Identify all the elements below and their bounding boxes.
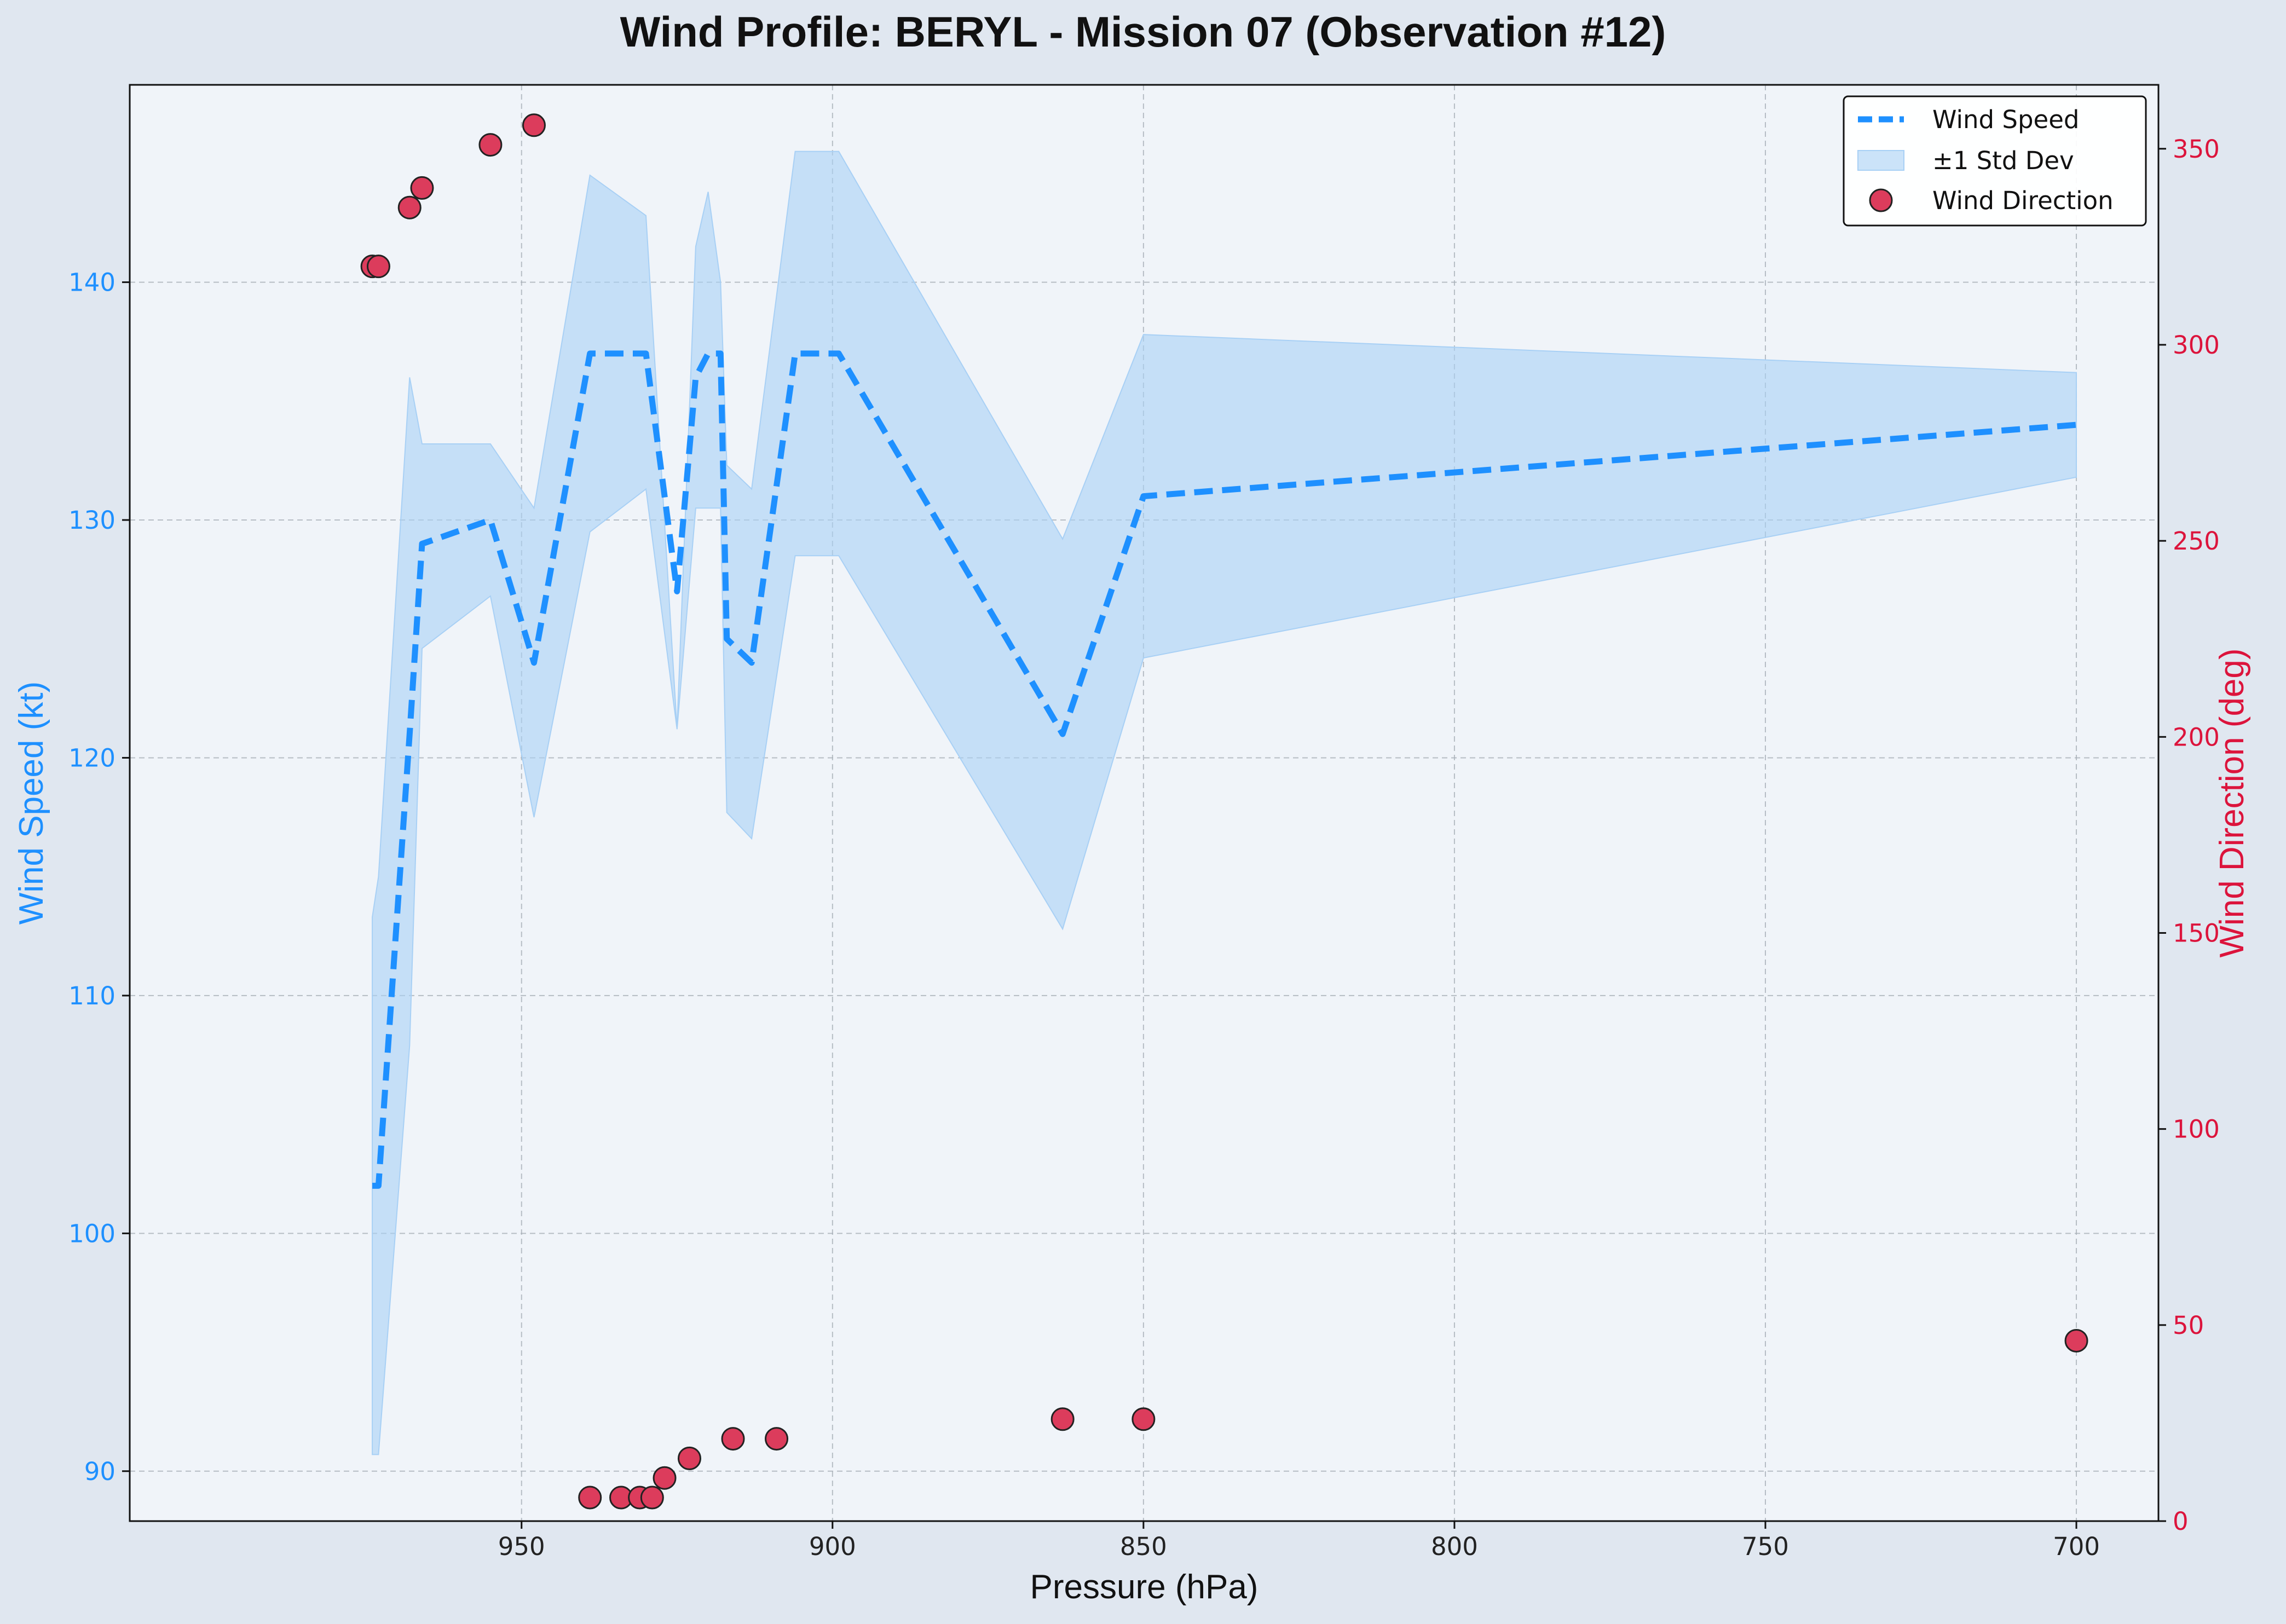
legend-label-wind-direction: Wind Direction [1932, 186, 2114, 215]
x-tick-label-4: 750 [1742, 1532, 1789, 1561]
wind-direction-point-15 [1132, 1407, 1156, 1431]
left-tick-label-0: 90 [84, 1457, 116, 1486]
wind-direction-point-4 [478, 133, 503, 157]
wind-direction-point-11 [678, 1446, 702, 1470]
legend-label-std-dev: ±1 Std Dev [1932, 146, 2074, 175]
right-tick-label-3: 150 [2173, 918, 2220, 947]
legend-box [1843, 95, 2147, 227]
left-tick-label-4: 130 [68, 506, 116, 535]
x-axis-ticks: 950 900 850 800 750 700 [498, 1521, 2100, 1561]
legend-swatch-wind-direction [1869, 188, 1893, 212]
right-tick-label-7: 350 [2173, 135, 2220, 164]
right-tick-label-0: 0 [2173, 1507, 2189, 1536]
left-tick-label-2: 110 [68, 981, 116, 1010]
wind-direction-point-1 [366, 255, 390, 279]
x-tick-label-1: 900 [809, 1532, 856, 1561]
right-tick-label-5: 250 [2173, 527, 2220, 556]
wind-direction-point-10 [653, 1466, 677, 1490]
right-axis-title: Wind Direction (deg) [2213, 648, 2251, 957]
wind-direction-point-9 [640, 1486, 664, 1510]
wind-direction-point-16 [2064, 1328, 2088, 1353]
x-tick-label-0: 950 [498, 1532, 545, 1561]
wind-direction-point-2 [397, 195, 422, 219]
right-axis-ticks: 0 50 100 150 200 250 300 350 [2158, 135, 2220, 1536]
left-tick-label-1: 100 [68, 1219, 116, 1248]
left-tick-label-3: 120 [68, 743, 116, 772]
chart-title: Wind Profile: BERYL - Mission 07 (Observ… [620, 8, 1666, 56]
x-tick-label-5: 700 [2053, 1532, 2100, 1561]
left-axis-ticks: 90 100 110 120 130 140 [68, 268, 130, 1486]
wind-speed-line [372, 350, 2077, 1189]
wind-direction-point-5 [522, 113, 546, 137]
right-tick-label-1: 50 [2173, 1311, 2204, 1340]
plot-area [130, 85, 2158, 1521]
std-dev-band-layer [372, 151, 2077, 1455]
wind-direction-point-6 [578, 1486, 602, 1510]
grid [130, 85, 2158, 1521]
std-dev-band [372, 151, 2077, 1455]
right-tick-label-2: 100 [2173, 1115, 2220, 1144]
legend: Wind Speed ±1 Std Dev Wind Direction [1843, 95, 2147, 227]
wind-speed-line-layer [372, 350, 2077, 1189]
x-tick-label-2: 850 [1120, 1532, 1167, 1561]
wind-direction-points [360, 113, 2088, 1510]
x-tick-label-3: 800 [1431, 1532, 1478, 1561]
wind-direction-point-13 [765, 1427, 789, 1451]
right-tick-label-6: 300 [2173, 331, 2220, 360]
legend-label-wind-speed: Wind Speed [1932, 105, 2079, 134]
wind-direction-point-12 [721, 1427, 745, 1451]
wind-direction-point-3 [410, 176, 434, 200]
right-tick-label-4: 200 [2173, 723, 2220, 752]
wind-direction-point-14 [1050, 1407, 1075, 1431]
x-axis-title: Pressure (hPa) [1030, 1568, 1259, 1606]
left-axis-title: Wind Speed (kt) [13, 681, 50, 925]
left-tick-label-5: 140 [68, 268, 116, 297]
legend-swatch-std-dev [1857, 150, 1904, 171]
